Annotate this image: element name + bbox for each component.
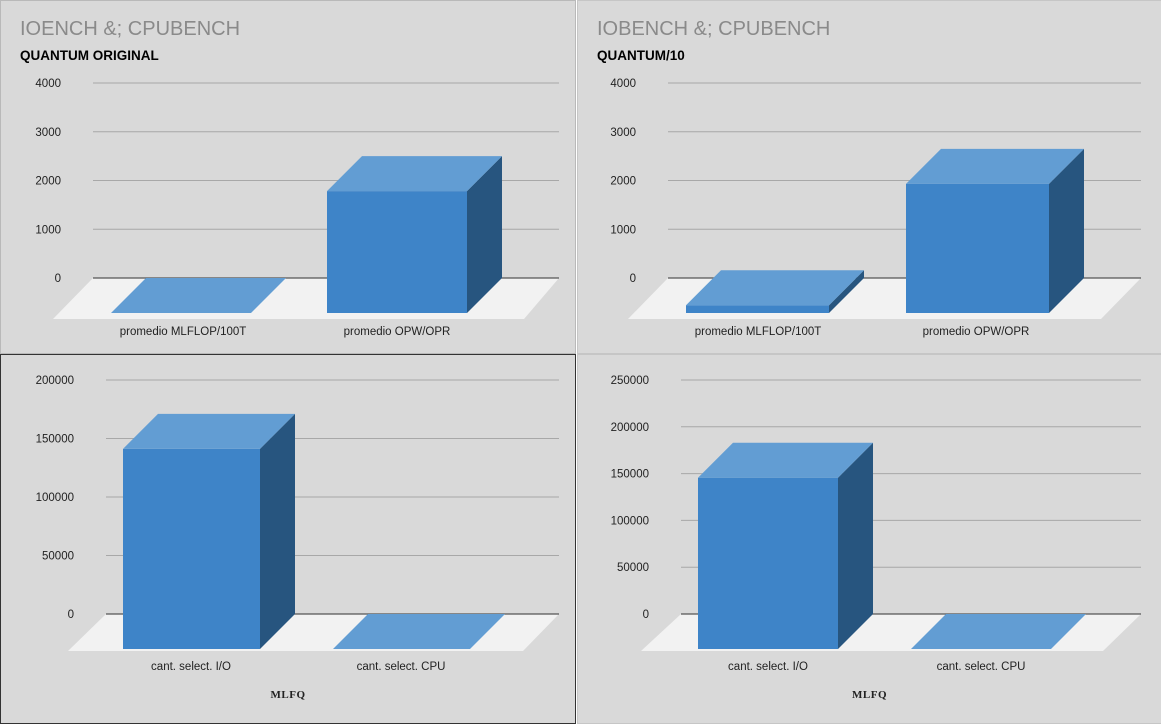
x-tick-label: cant. select. I/O [728,661,808,673]
bar-top-face [111,278,286,313]
y-tick-label: 4000 [35,78,61,90]
bar-side-face [838,442,873,649]
x-tick-label: promedio MLFLOP/100T [695,326,822,338]
bar-side-face [260,413,295,649]
y-tick-label: 3000 [35,127,61,139]
bar-top-face [123,413,295,449]
chart-title: IOBENCH &; CPUBENCH [597,18,831,40]
bar [123,413,295,649]
chart-panel-mlfq-right: 0 50000 100000 150000 200000 250000 cant. sele… [577,354,1161,724]
chart-panel-quantum-10: IOBENCH &; CPUBENCH QUANTUM/10 0 1000 2000… [577,0,1161,354]
y-tick-label: 150000 [36,434,74,446]
chart-panel-mlfq-left: 0 50000 100000 150000 200000 cant. select. I/… [0,354,576,724]
y-tick-label: 4000 [610,78,636,90]
y-tick-label: 100000 [36,492,74,504]
bar-chart-mlfq-left: 0 50000 100000 150000 200000 cant. select. I/… [36,375,559,673]
y-tick-label: 200000 [36,375,74,387]
x-tick-label: cant. select. CPU [357,661,446,673]
y-tick-label: 2000 [35,176,61,188]
bar-front-face [906,183,1049,313]
bar-top-face [911,614,1086,649]
x-tick-label: cant. select. CPU [937,661,1026,673]
bar-top-face [686,270,864,306]
bar [911,614,1086,649]
x-tick-label: promedio MLFLOP/100T [120,326,247,338]
y-tick-label: 50000 [42,551,74,563]
bar-front-face [123,448,260,649]
y-tick-label: 0 [630,273,636,285]
bar-top-face [698,442,873,478]
chart-title: IOENCH &; CPUBENCH [20,18,241,40]
chart-panel-quantum-original: IOENCH &; CPUBENCH QUANTUM ORIGINAL 0 100… [0,0,576,354]
bar [686,270,864,313]
y-tick-label: 200000 [611,422,649,434]
x-axis-title: MLFQ [270,689,306,701]
bar-side-face [1049,148,1084,313]
x-tick-label: promedio OPW/OPR [923,326,1030,338]
bar-chart-quantum-original: 0 1000 2000 3000 4000 promedio MLFLOP/100T pro… [35,78,559,338]
x-tick-label: promedio OPW/OPR [344,326,451,338]
y-tick-label: 0 [55,273,61,285]
bar [333,614,505,649]
bar-side-face [829,270,864,313]
y-tick-label: 250000 [611,375,649,387]
y-tick-label: 100000 [611,515,649,527]
bar [698,442,873,649]
bar-top-face [906,148,1084,184]
y-tick-label: 3000 [610,127,636,139]
bar-front-face [698,477,838,649]
x-tick-label: cant. select. I/O [151,661,231,673]
bar [327,156,502,313]
y-tick-label: 1000 [35,224,61,236]
bar [906,148,1084,313]
y-tick-label: 150000 [611,469,649,481]
bar-chart-quantum-10: 0 1000 2000 3000 4000 promedio MLFLOP/100T pro… [610,78,1141,338]
bar [111,278,286,313]
bar-chart-mlfq-right: 0 50000 100000 150000 200000 250000 cant. sele… [611,375,1141,673]
y-tick-label: 0 [643,609,649,621]
chart-subtitle: QUANTUM ORIGINAL [20,48,159,63]
chart-subtitle: QUANTUM/10 [597,48,685,63]
bar-top-face [333,614,505,649]
bar-front-face [327,191,467,313]
bar-front-face [686,305,829,313]
y-tick-label: 1000 [610,224,636,236]
y-tick-label: 0 [68,609,74,621]
x-axis-title: MLFQ [852,689,887,701]
y-tick-label: 2000 [610,176,636,188]
y-tick-label: 50000 [617,562,649,574]
bar-top-face [327,156,502,192]
bar-side-face [467,156,502,313]
